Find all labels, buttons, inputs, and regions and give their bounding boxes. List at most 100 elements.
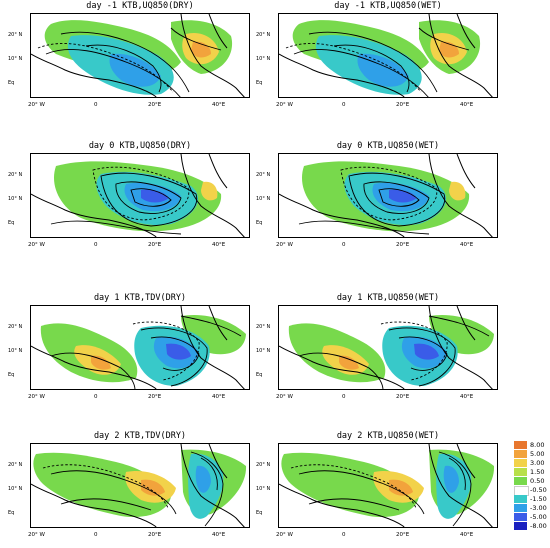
coastline <box>279 154 493 237</box>
map-frame <box>30 13 250 98</box>
contour-line <box>448 457 466 491</box>
lon-label: 20° W <box>276 242 293 248</box>
map-frame <box>278 305 498 390</box>
contour-line <box>398 336 448 371</box>
colorbar-swatch <box>514 441 527 449</box>
contour-line-dashed <box>92 166 190 221</box>
panel-title: day 1 KTB,TDV(DRY) <box>93 293 187 303</box>
lat-label: 10° N <box>8 348 23 354</box>
lat-label: 10° N <box>8 486 23 492</box>
panel-title: day 2 KTB,TDV(DRY) <box>93 431 187 441</box>
lat-label: 10° N <box>8 196 23 202</box>
lat-label: 20° N <box>8 462 23 468</box>
lon-label: 0 <box>342 242 346 248</box>
map-frame <box>30 443 250 528</box>
lat-label: Eq <box>8 510 15 516</box>
lat-label: 20° N <box>8 172 23 178</box>
lon-label: 20°E <box>396 394 410 400</box>
panel-title: day 0 KTB,UQ850(WET) <box>336 141 440 151</box>
anomaly-region-darkblue <box>389 189 417 203</box>
map-frame <box>278 13 498 98</box>
lon-label: 40°E <box>460 532 474 538</box>
lon-label: 20°E <box>396 532 410 538</box>
lat-label: 10° N <box>256 196 271 202</box>
anomaly-region-blue <box>195 465 211 493</box>
coastline <box>31 306 245 389</box>
lon-label: 20° W <box>28 532 45 538</box>
contour-line <box>100 172 198 227</box>
anomaly-map <box>279 14 493 97</box>
anomaly-map <box>31 444 247 527</box>
anomaly-region-blue <box>443 465 459 493</box>
lon-label: 20°E <box>148 532 162 538</box>
lon-label: 40°E <box>212 532 226 538</box>
lon-label: 0 <box>342 532 346 538</box>
contour-line <box>180 315 242 337</box>
lat-label: 20° N <box>8 32 23 38</box>
lon-label: 20° W <box>28 102 45 108</box>
lon-label: 0 <box>94 102 98 108</box>
panel-title: day 1 KTB,UQ850(WET) <box>336 293 440 303</box>
colorbar-swatch <box>514 513 527 521</box>
lat-label: 10° N <box>256 348 271 354</box>
colorbar-swatch <box>514 477 527 485</box>
map-frame <box>30 153 250 238</box>
lon-label: 20°E <box>148 102 162 108</box>
coastline <box>31 14 245 97</box>
lon-label: 40°E <box>460 242 474 248</box>
lon-label: 20°E <box>148 242 162 248</box>
panel-title: day -1 KTB,UQ850(DRY) <box>86 1 194 11</box>
lon-label: 20°E <box>396 102 410 108</box>
lon-label: 0 <box>94 532 98 538</box>
contour-line <box>150 336 200 371</box>
anomaly-region-green <box>281 452 419 518</box>
colorbar-swatch <box>514 504 527 512</box>
contour-line-dashed <box>340 166 438 221</box>
coastline <box>279 306 493 389</box>
contour-line <box>45 49 181 97</box>
lat-label: 20° N <box>256 32 271 38</box>
coastline <box>31 154 245 237</box>
map-frame <box>30 305 250 390</box>
contour-line <box>50 470 177 515</box>
colorbar-label: 5.00 <box>530 450 545 458</box>
anomaly-region-orange <box>389 479 413 496</box>
anomaly-map <box>31 154 245 237</box>
map-frame <box>278 443 498 528</box>
lat-label: 10° N <box>8 56 23 62</box>
lon-label: 0 <box>342 102 346 108</box>
panel-title: day -1 KTB,UQ850(WET) <box>334 1 442 11</box>
colorbar-label: -5.00 <box>530 513 547 521</box>
lat-label: Eq <box>256 372 263 378</box>
anomaly-map <box>31 306 246 389</box>
lat-label: 20° N <box>256 172 271 178</box>
lon-label: 40°E <box>212 242 226 248</box>
contour-line <box>293 49 429 97</box>
lon-label: 20° W <box>28 394 45 400</box>
lat-label: 10° N <box>256 56 271 62</box>
contour-line <box>438 451 472 527</box>
contour-line <box>428 315 490 337</box>
coastline <box>31 444 245 527</box>
colorbar-label: 1.50 <box>530 468 545 476</box>
anomaly-map <box>279 154 493 237</box>
colorbar-label: 3.00 <box>530 459 545 467</box>
lon-label: 0 <box>94 242 98 248</box>
lon-label: 20° W <box>276 532 293 538</box>
lat-label: Eq <box>8 372 15 378</box>
contour-line <box>348 172 446 227</box>
anomaly-map <box>31 14 245 97</box>
colorbar-swatch <box>514 459 527 467</box>
map-frame <box>278 153 498 238</box>
lat-label: 10° N <box>256 486 271 492</box>
panel-title: day 0 KTB,UQ850(DRY) <box>88 141 192 151</box>
anomaly-region-darkblue <box>166 343 191 360</box>
anomaly-region-orange <box>141 479 165 496</box>
colorbar-label: -8.00 <box>530 522 547 530</box>
contour-line-dashed <box>132 321 200 381</box>
colorbar-swatch <box>514 468 527 476</box>
lon-label: 20° W <box>276 394 293 400</box>
lat-label: 20° N <box>256 324 271 330</box>
anomaly-region-blue <box>357 53 409 87</box>
contour-line-dashed <box>290 464 417 509</box>
